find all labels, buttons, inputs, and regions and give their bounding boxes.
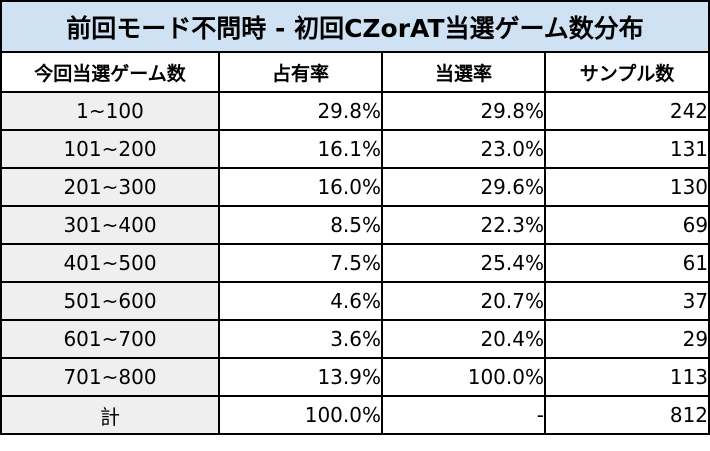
samples-cell: 130 (543, 167, 710, 207)
share-cell: 4.6% (218, 281, 383, 321)
column-header-share: 占有率 (218, 51, 383, 93)
table-body: 1~100 29.8% 29.8% 242 101~200 16.1% 23.0… (0, 91, 710, 435)
total-win-rate-cell: - (381, 395, 546, 435)
range-cell: 601~700 (0, 319, 220, 359)
total-row: 計 100.0% - 812 (0, 395, 710, 435)
range-cell: 1~100 (0, 91, 220, 131)
samples-cell: 242 (543, 91, 710, 131)
samples-cell: 131 (543, 129, 710, 169)
table-row: 201~300 16.0% 29.6% 130 (0, 167, 710, 207)
range-cell: 301~400 (0, 205, 220, 245)
column-header-samples: サンプル数 (543, 51, 710, 93)
win-rate-cell: 29.8% (381, 91, 546, 131)
share-cell: 7.5% (218, 243, 383, 283)
column-header-win-rate: 当選率 (381, 51, 546, 93)
table-row: 601~700 3.6% 20.4% 29 (0, 319, 710, 359)
table-row: 1~100 29.8% 29.8% 242 (0, 91, 710, 131)
range-cell: 201~300 (0, 167, 220, 207)
samples-cell: 113 (543, 357, 710, 397)
win-rate-cell: 20.4% (381, 319, 546, 359)
table-row: 501~600 4.6% 20.7% 37 (0, 281, 710, 321)
share-cell: 16.0% (218, 167, 383, 207)
share-cell: 13.9% (218, 357, 383, 397)
column-header-range: 今回当選ゲーム数 (0, 51, 220, 93)
win-rate-cell: 22.3% (381, 205, 546, 245)
range-cell: 501~600 (0, 281, 220, 321)
share-cell: 8.5% (218, 205, 383, 245)
range-cell: 401~500 (0, 243, 220, 283)
samples-cell: 29 (543, 319, 710, 359)
win-rate-cell: 20.7% (381, 281, 546, 321)
samples-cell: 61 (543, 243, 710, 283)
total-label-cell: 計 (0, 395, 220, 435)
header-row: 今回当選ゲーム数 占有率 当選率 サンプル数 (0, 51, 710, 93)
share-cell: 3.6% (218, 319, 383, 359)
total-samples-cell: 812 (543, 395, 710, 435)
table-title: 前回モード不問時 - 初回CZorAT当選ゲーム数分布 (0, 0, 710, 53)
samples-cell: 69 (543, 205, 710, 245)
table-row: 301~400 8.5% 22.3% 69 (0, 205, 710, 245)
table-row: 701~800 13.9% 100.0% 113 (0, 357, 710, 397)
share-cell: 16.1% (218, 129, 383, 169)
range-cell: 101~200 (0, 129, 220, 169)
range-cell: 701~800 (0, 357, 220, 397)
samples-cell: 37 (543, 281, 710, 321)
win-rate-cell: 29.6% (381, 167, 546, 207)
table-row: 401~500 7.5% 25.4% 61 (0, 243, 710, 283)
distribution-table: 前回モード不問時 - 初回CZorAT当選ゲーム数分布 今回当選ゲーム数 占有率… (0, 0, 710, 435)
table-row: 101~200 16.1% 23.0% 131 (0, 129, 710, 169)
win-rate-cell: 23.0% (381, 129, 546, 169)
win-rate-cell: 25.4% (381, 243, 546, 283)
win-rate-cell: 100.0% (381, 357, 546, 397)
total-share-cell: 100.0% (218, 395, 383, 435)
share-cell: 29.8% (218, 91, 383, 131)
